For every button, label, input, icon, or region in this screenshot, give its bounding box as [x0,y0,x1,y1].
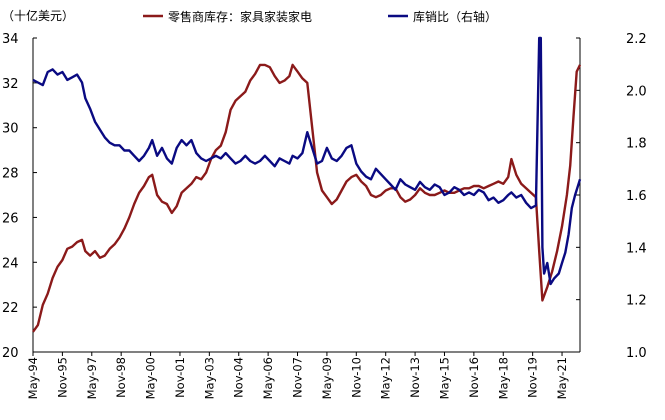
x-tick-label: Nov-16 [467,357,481,398]
legend-label-inventory: 零售商库存：家具家装家电 [168,9,312,24]
right-tick-label: 2.2 [626,32,647,47]
x-tick-label: May-12 [379,357,393,399]
x-tick-label: May-21 [555,357,569,399]
x-tick-label: Nov-04 [232,357,246,398]
left-tick-label: 20 [2,346,19,361]
x-tick-label: Nov-13 [408,357,422,398]
unit-label: （十亿美元） [2,8,74,23]
left-tick-label: 28 [2,167,19,182]
x-tick-label: May-03 [202,357,216,399]
x-tick-label: May-97 [85,357,99,399]
right-tick-label: 2.0 [626,84,647,99]
right-tick-label: 1.6 [626,189,647,204]
series-layer [32,36,582,333]
left-tick-label: 30 [2,122,19,137]
series-line-inventory [32,63,582,333]
x-tick-label: May-15 [437,357,451,399]
x-tick-label: May-06 [261,357,275,399]
left-tick-label: 22 [2,301,19,316]
x-tick-label: Nov-19 [526,357,540,398]
left-tick-label: 24 [2,256,19,271]
left-tick-label: 34 [2,32,19,47]
right-tick-label: 1.8 [626,137,647,152]
x-tick-label: Nov-95 [55,357,69,398]
x-tick-label: Nov-10 [349,357,363,398]
x-tick-label: May-00 [144,357,158,399]
right-tick-label: 1.0 [626,346,647,361]
x-tick-label: May-09 [320,357,334,399]
legend: 零售商库存：家具家装家电 库销比（右轴） [143,9,497,24]
x-tick-label: Nov-98 [114,357,128,398]
left-tick-label: 32 [2,77,19,92]
x-tick-label: Nov-01 [173,357,187,398]
x-tick-label: May-94 [26,357,40,399]
series-line-ratio [32,36,582,286]
right-tick-label: 1.4 [626,241,647,256]
right-tick-label: 1.2 [626,294,647,309]
axes: 20 22 24 26 28 30 32 34 1.0 1.2 1.4 1.6 1.8 2.0 2.2 May… [2,32,647,399]
legend-label-ratio: 库销比（右轴） [413,9,497,24]
left-tick-label: 26 [2,211,19,226]
x-tick-label: Nov-07 [291,357,305,398]
x-tick-label: May-18 [496,357,510,399]
